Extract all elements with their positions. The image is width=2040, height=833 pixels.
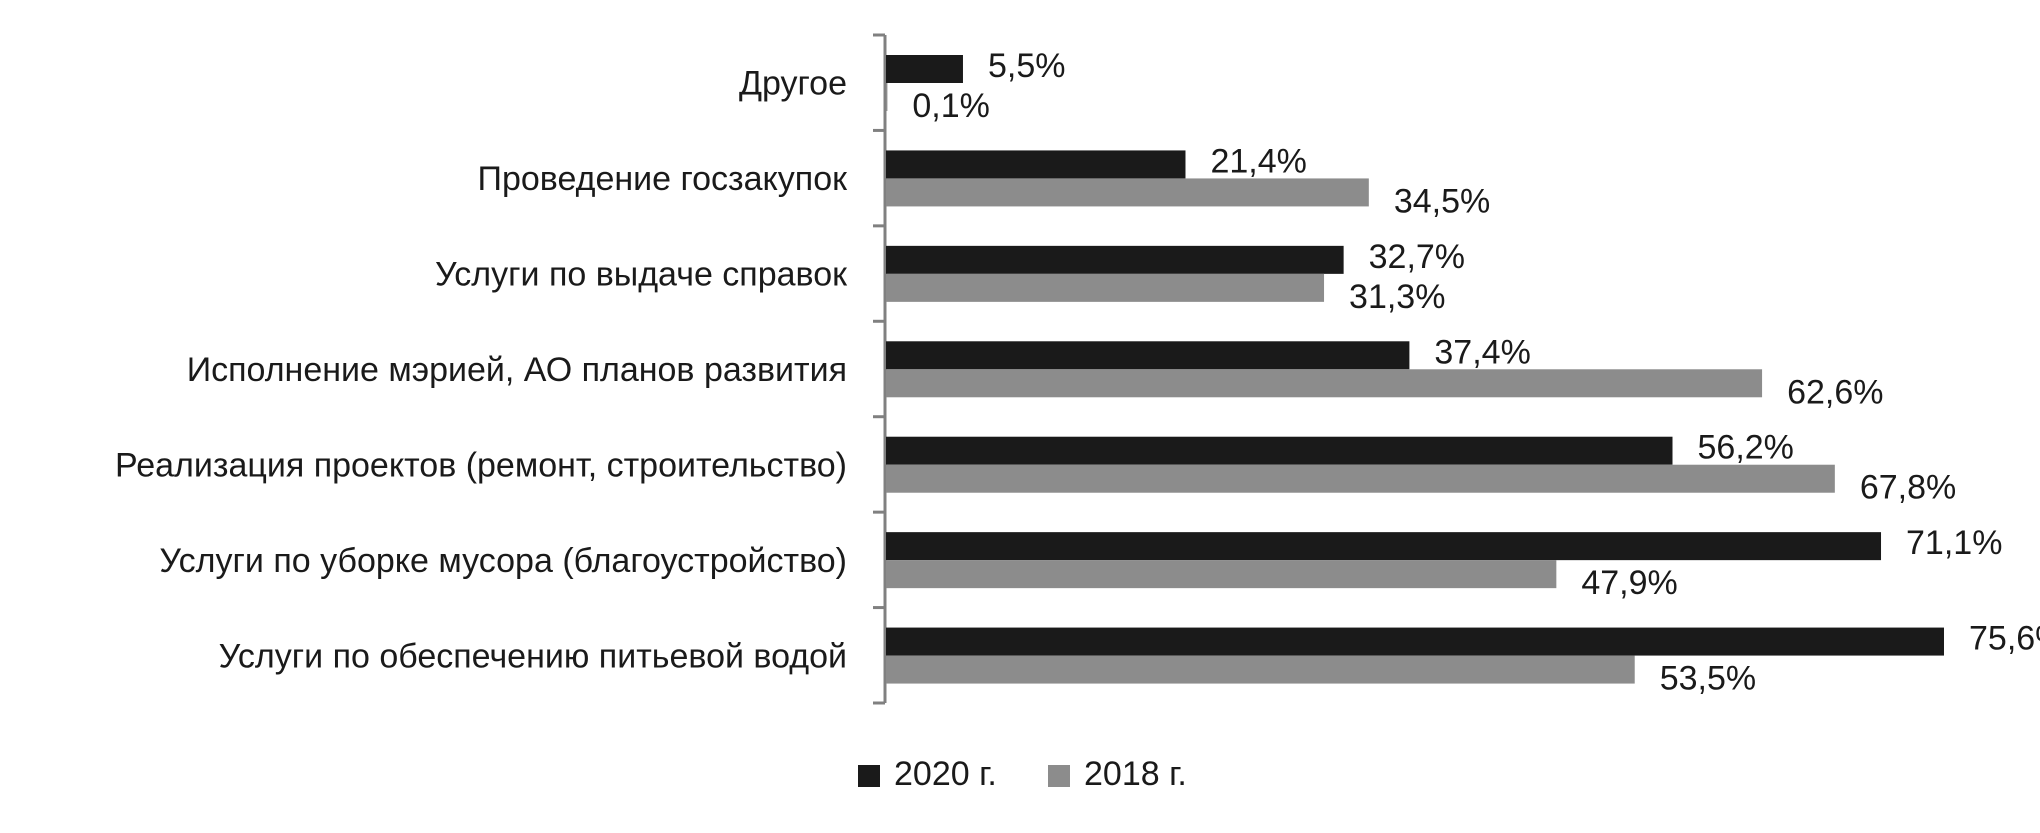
category-label: Проведение госзакупок bbox=[478, 160, 849, 198]
category-label: Услуги по обеспечению питьевой водой bbox=[219, 637, 847, 675]
legend-label: 2020 г. bbox=[894, 755, 997, 793]
data-label: 37,4% bbox=[1434, 333, 1530, 371]
legend-swatch bbox=[858, 765, 880, 787]
bar-2018 bbox=[886, 464, 1835, 493]
bar-2018 bbox=[886, 655, 1635, 684]
bar-2020 bbox=[886, 436, 1673, 465]
bar-2020 bbox=[886, 150, 1186, 179]
data-label: 62,6% bbox=[1787, 373, 1883, 411]
category-label: Услуги по уборке мусора (благоустройство… bbox=[159, 542, 847, 580]
bar-2018 bbox=[886, 273, 1325, 302]
data-label: 21,4% bbox=[1210, 142, 1306, 180]
data-label: 75,6% bbox=[1969, 620, 2040, 658]
data-labels: 5,5%0,1% 21,4% 34,5% 32,7%31,3% 37,4% 62,6% 56… bbox=[912, 47, 2040, 698]
legend-label: 2018 г. bbox=[1084, 755, 1187, 793]
data-label: 0,1% bbox=[912, 87, 990, 125]
bar-2020 bbox=[886, 532, 1882, 561]
data-label: 47,9% bbox=[1581, 564, 1677, 602]
data-label: 34,5% bbox=[1394, 182, 1490, 220]
bars bbox=[886, 55, 1944, 684]
data-label: 32,7% bbox=[1369, 238, 1465, 276]
category-label: Исполнение мэрией, АО планов развития bbox=[187, 351, 847, 389]
bar-2020 bbox=[886, 341, 1410, 370]
data-label: 53,5% bbox=[1660, 660, 1756, 698]
data-label: 71,1% bbox=[1906, 524, 2002, 562]
bar-2018 bbox=[886, 560, 1557, 589]
data-label: 5,5% bbox=[988, 47, 1066, 85]
bar-2020 bbox=[886, 627, 1944, 656]
legend: 2020 г. 2018 г. bbox=[858, 755, 1187, 793]
category-labels: Другое Проведение госзакупок Услуги по выд… bbox=[115, 65, 848, 676]
bar-2020 bbox=[886, 245, 1344, 274]
bar-2018 bbox=[886, 83, 888, 111]
bar-2018 bbox=[886, 369, 1763, 398]
data-label: 67,8% bbox=[1860, 469, 1956, 507]
category-axis bbox=[873, 33, 887, 705]
legend-swatch bbox=[1048, 765, 1070, 787]
bar-2020 bbox=[886, 55, 963, 83]
category-label: Услуги по выдаче справок bbox=[435, 256, 848, 294]
category-label: Реализация проектов (ремонт, строительст… bbox=[115, 446, 847, 484]
category-label: Другое bbox=[739, 65, 847, 103]
data-label: 56,2% bbox=[1698, 429, 1794, 467]
data-label: 31,3% bbox=[1349, 278, 1445, 316]
bar-2018 bbox=[886, 178, 1369, 207]
